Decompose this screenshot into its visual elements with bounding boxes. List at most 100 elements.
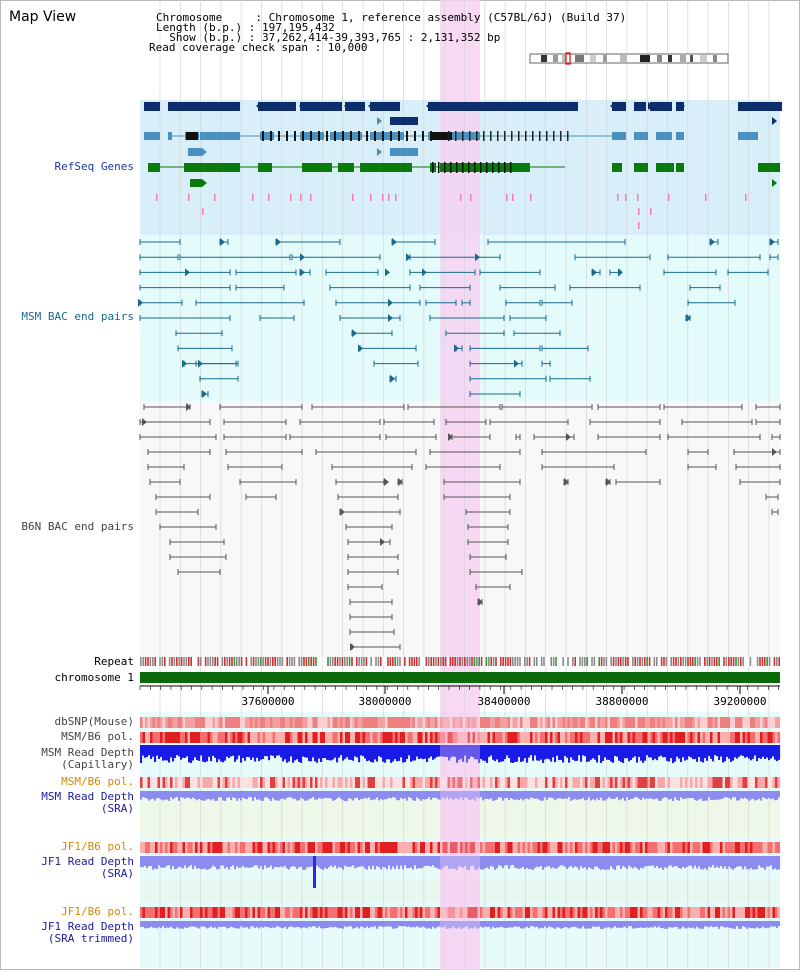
polymorphism-cell[interactable] [402,842,406,853]
polymorphism-cell[interactable] [497,907,501,918]
mirna-mark[interactable] [650,208,652,215]
polymorphism-cell[interactable] [245,907,248,918]
read-depth-bar[interactable] [162,791,165,801]
read-depth-bar[interactable] [574,856,577,867]
polymorphism-cell[interactable] [347,717,351,728]
polymorphism-cell[interactable] [725,777,728,788]
polymorphism-cell[interactable] [520,777,523,788]
read-depth-bar[interactable] [332,921,335,928]
read-depth-bar[interactable] [454,921,457,928]
read-depth-bar[interactable] [592,791,595,800]
repeat-element[interactable] [255,657,257,666]
polymorphism-cell[interactable] [652,732,656,743]
read-depth-bar[interactable] [698,856,701,867]
polymorphism-cell[interactable] [435,732,438,743]
polymorphism-cell[interactable] [667,777,671,788]
polymorphism-cell[interactable] [660,777,663,788]
polymorphism-cell[interactable] [267,717,271,728]
polymorphism-cell[interactable] [145,732,148,743]
polymorphism-cell[interactable] [225,777,228,788]
polymorphism-cell[interactable] [765,777,768,788]
read-depth-bar[interactable] [568,921,571,929]
polymorphism-cell[interactable] [345,717,348,728]
polymorphism-cell[interactable] [630,842,633,853]
polymorphism-cell[interactable] [400,717,403,728]
read-depth-bar[interactable] [642,921,645,929]
read-depth-bar[interactable] [430,745,433,757]
repeat-element[interactable] [437,657,440,666]
read-depth-bar[interactable] [760,856,763,868]
polymorphism-cell[interactable] [437,907,441,918]
read-depth-bar[interactable] [508,856,511,869]
polymorphism-cell[interactable] [747,842,751,853]
polymorphism-cell[interactable] [140,842,143,853]
polymorphism-cell[interactable] [172,842,176,853]
read-depth-bar[interactable] [706,745,709,761]
mirna-mark[interactable] [625,194,627,201]
read-depth-bar[interactable] [238,791,241,799]
polymorphism-cell[interactable] [250,907,253,918]
read-depth-bar[interactable] [552,745,555,758]
read-depth-bar[interactable] [192,745,195,761]
read-depth-bar[interactable] [746,856,749,870]
read-depth-bar[interactable] [646,921,649,928]
gene-block[interactable] [200,132,240,140]
polymorphism-cell[interactable] [550,777,553,788]
read-depth-bar[interactable] [314,791,317,800]
read-depth-bar[interactable] [570,791,573,801]
polymorphism-cell[interactable] [382,732,386,743]
read-depth-bar[interactable] [278,791,281,801]
polymorphism-cell[interactable] [637,907,641,918]
polymorphism-cell[interactable] [212,777,216,788]
gene-block[interactable] [188,148,202,156]
polymorphism-cell[interactable] [750,842,753,853]
polymorphism-cell[interactable] [442,842,446,853]
polymorphism-cell[interactable] [470,777,473,788]
polymorphism-cell[interactable] [615,717,618,728]
polymorphism-cell[interactable] [657,777,661,788]
read-depth-bar[interactable] [584,791,587,801]
repeat-element[interactable] [264,657,267,666]
read-depth-bar[interactable] [576,921,579,928]
read-depth-bar[interactable] [624,791,627,801]
polymorphism-cell[interactable] [190,907,193,918]
polymorphism-cell[interactable] [687,842,691,853]
read-depth-bar[interactable] [360,745,363,756]
repeat-label[interactable]: Repeat [94,655,134,668]
polymorphism-cell[interactable] [377,842,381,853]
repeat-element[interactable] [243,657,245,666]
read-depth-bar[interactable] [762,856,765,868]
repeat-element[interactable] [159,657,161,666]
polymorphism-cell[interactable] [542,777,546,788]
repeat-element[interactable] [404,657,406,666]
polymorphism-cell[interactable] [282,842,286,853]
polymorphism-cell[interactable] [487,732,491,743]
read-depth-bar[interactable] [184,856,187,866]
read-depth-bar[interactable] [626,791,629,798]
polymorphism-cell[interactable] [700,842,703,853]
polymorphism-cell[interactable] [690,732,693,743]
read-depth-bar[interactable] [728,856,731,867]
polymorphism-cell[interactable] [187,842,191,853]
polymorphism-cell[interactable] [407,732,411,743]
read-depth-bar[interactable] [216,921,219,929]
read-depth-bar[interactable] [310,791,313,799]
repeat-element[interactable] [639,657,641,666]
read-depth-bar[interactable] [584,745,587,757]
polymorphism-cell[interactable] [337,717,341,728]
read-depth-bar[interactable] [140,921,143,927]
read-depth-bar[interactable] [702,791,705,801]
read-depth-bar[interactable] [630,745,633,760]
polymorphism-cell[interactable] [242,907,246,918]
gene-block[interactable] [738,102,782,111]
polymorphism-cell[interactable] [230,717,233,728]
read-depth-bar[interactable] [266,921,269,928]
polymorphism-cell[interactable] [677,777,681,788]
read-depth-bar[interactable] [314,921,317,927]
read-depth-bar[interactable] [742,856,745,870]
polymorphism-cell[interactable] [602,717,606,728]
read-depth-bar[interactable] [332,745,335,760]
polymorphism-cell[interactable] [242,777,246,788]
read-depth-bar[interactable] [510,745,513,763]
read-depth-bar[interactable] [476,856,479,870]
